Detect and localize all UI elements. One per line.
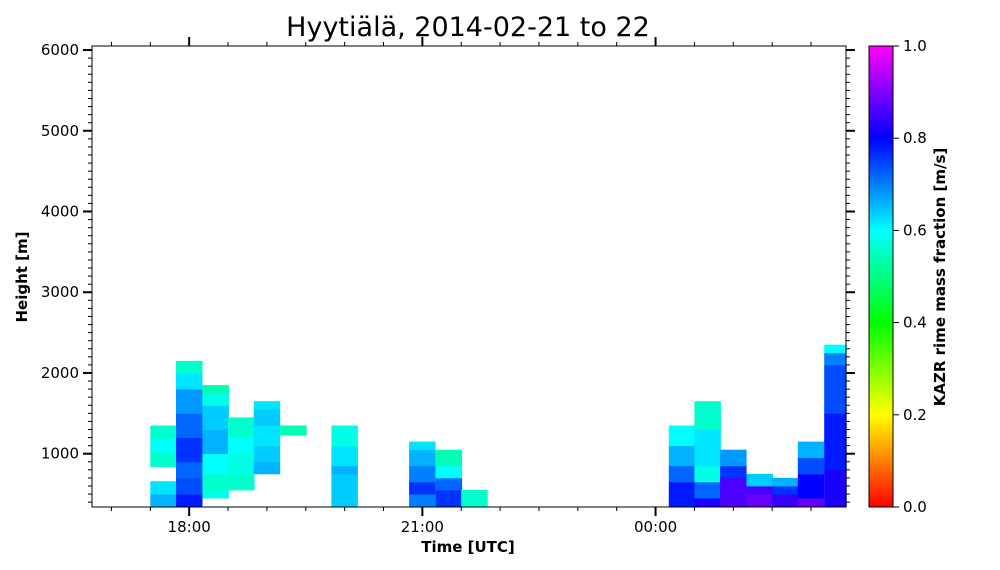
x-axis: 18:00 21:00 00:00: [110, 37, 812, 536]
heatmap-cell: [720, 477, 747, 507]
colorbar-tick-label: 1.0: [903, 37, 927, 55]
heatmap-cell: [409, 494, 436, 507]
heatmap-cell: [668, 482, 696, 507]
plot-area: [91, 45, 847, 508]
heatmap-cell: [668, 445, 696, 467]
colorbar-tick-label: 0.8: [903, 129, 927, 147]
heatmap-cell: [202, 385, 229, 394]
colorbar-tick-label: 0.4: [903, 314, 927, 332]
heatmap-cell: [331, 473, 358, 507]
x-tick-label: 18:00: [168, 518, 211, 536]
y-tick-label: 6000: [41, 41, 79, 59]
heatmap-cell: [150, 452, 177, 467]
colorbar: 0.0 0.2 0.4 0.6 0.8 1.0: [868, 37, 927, 516]
heatmap-cell: [824, 352, 847, 366]
heatmap-cell: [176, 437, 203, 463]
heatmap-cell: [461, 490, 488, 507]
heatmap-cell: [435, 477, 463, 491]
heatmap-cell: [668, 425, 696, 447]
heatmap-cell: [202, 429, 229, 455]
x-tick-label: 00:00: [634, 518, 677, 536]
heatmap-cell: [797, 498, 825, 507]
heatmap-cell: [176, 360, 203, 374]
heatmap-cell: [253, 445, 281, 463]
heatmap-cell: [202, 453, 229, 475]
heatmap-cell: [772, 477, 799, 487]
colorbar-tick-label: 0.0: [903, 498, 927, 516]
heatmap-cell: [824, 469, 847, 507]
heatmap-cell: [202, 489, 229, 499]
heatmap-cell: [824, 344, 847, 354]
heatmap-cell: [280, 425, 307, 436]
heatmap-cell: [720, 465, 747, 479]
heatmap-cell: [772, 494, 799, 507]
heatmap-cell: [253, 425, 281, 447]
y-axis-label: Height [m]: [13, 231, 31, 322]
heatmap-cell: [176, 461, 203, 479]
heatmap-cell: [824, 364, 847, 414]
y-tick-label: 2000: [41, 364, 79, 382]
heatmap-cell: [824, 413, 847, 471]
heatmap-cell: [746, 473, 773, 487]
heatmap-cell: [409, 449, 436, 467]
heatmap-cell: [694, 401, 721, 430]
y-tick-label: 4000: [41, 203, 79, 221]
heatmap-cell: [176, 373, 203, 390]
heatmap-cell: [176, 389, 203, 414]
heatmap-cell: [202, 393, 229, 406]
heatmap-cell: [720, 449, 747, 467]
y-tick-label: 3000: [41, 283, 79, 301]
heatmap-cell: [694, 498, 721, 507]
heatmap-cell: [435, 490, 463, 507]
chart-title: Hyytiälä, 2014-02-21 to 22: [286, 12, 650, 43]
heatmap-cell: [150, 438, 177, 453]
heatmap-cell: [668, 465, 696, 483]
heatmap-cell: [409, 441, 436, 451]
x-tick-label: 21:00: [401, 518, 444, 536]
heatmap-cell: [746, 494, 773, 507]
heatmap-cell: [202, 473, 229, 490]
heatmap-cell: [435, 465, 463, 479]
heatmap-cell: [253, 409, 281, 426]
y-axis: 1000 2000 3000 4000 5000 6000: [41, 41, 855, 503]
heatmap-cell: [772, 486, 799, 495]
heatmap-cell: [694, 482, 721, 499]
heatmap-cell: [176, 494, 203, 507]
x-axis-label: Time [UTC]: [421, 538, 515, 556]
colorbar-gradient: [868, 45, 894, 508]
heatmap-cell: [176, 413, 203, 438]
heatmap-cell: [331, 445, 358, 467]
colorbar-label: KAZR rime mass fraction [m/s]: [931, 148, 949, 406]
heatmap-cell: [746, 486, 773, 495]
heatmap-cell: [694, 429, 721, 467]
heatmap-cell: [253, 401, 281, 410]
heatmap-cell: [331, 425, 358, 447]
y-tick-label: 1000: [41, 445, 79, 463]
heatmap-cell: [694, 465, 721, 483]
heatmap-cell: [409, 482, 436, 495]
heatmap-cell: [797, 441, 825, 459]
heatmap-cell: [150, 494, 177, 507]
heatmap-cell: [253, 461, 281, 475]
heatmap-cell: [435, 449, 463, 467]
heatmap-cell: [228, 417, 255, 438]
heatmap-cell: [228, 453, 255, 475]
heatmap-cell: [797, 473, 825, 499]
heatmap-cell: [331, 465, 358, 475]
heatmap-cell: [150, 425, 177, 439]
heatmap-cell: [409, 465, 436, 483]
colorbar-tick-label: 0.2: [903, 406, 927, 424]
heatmap-cell: [228, 473, 255, 491]
y-tick-label: 5000: [41, 122, 79, 140]
heatmap-cell: [176, 477, 203, 495]
heatmap-cell: [202, 405, 229, 430]
colorbar-tick-label: 0.6: [903, 221, 927, 239]
heatmap-cell: [150, 481, 177, 495]
heatmap-cell: [797, 457, 825, 475]
heatmap-cell: [228, 437, 255, 455]
